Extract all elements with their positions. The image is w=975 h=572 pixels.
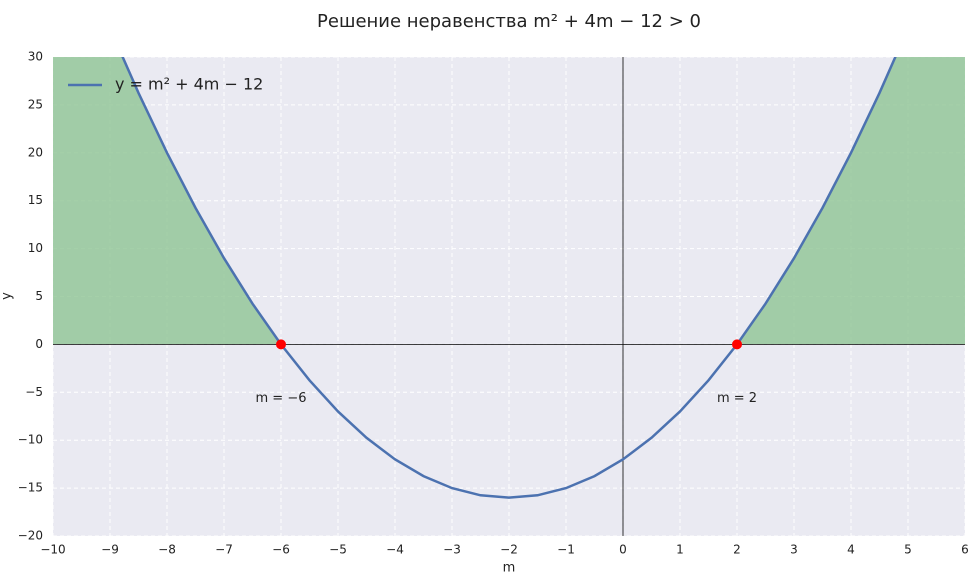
legend-label: y = m² + 4m − 12 xyxy=(115,75,263,94)
y-tick-label: −10 xyxy=(18,433,43,447)
solution-area xyxy=(737,57,965,345)
x-tick-label: 3 xyxy=(790,543,798,557)
root-point xyxy=(732,339,742,350)
x-tick-label: 2 xyxy=(733,543,741,557)
function-line xyxy=(121,57,897,499)
y-tick-label: 10 xyxy=(28,241,43,255)
chart-title: Решение неравенства m² + 4m − 12 > 0 xyxy=(317,11,701,32)
x-tick-label: −1 xyxy=(557,543,575,557)
x-tick-label: −10 xyxy=(40,543,65,557)
root-point xyxy=(276,339,286,350)
y-tick-label: 30 xyxy=(28,50,43,64)
solution-area xyxy=(53,57,281,345)
root-label: m = −6 xyxy=(256,391,307,406)
x-tick-label: −9 xyxy=(101,543,119,557)
y-axis-label: y xyxy=(0,292,15,300)
x-axis-label: m xyxy=(503,561,516,572)
y-tick-label: 0 xyxy=(35,337,43,351)
x-tick-label: −6 xyxy=(272,543,290,557)
x-tick-label: 6 xyxy=(961,543,969,557)
y-tick-label: 20 xyxy=(28,145,43,159)
x-tick-label: −3 xyxy=(443,543,461,557)
x-tick-label: 5 xyxy=(904,543,912,557)
x-tick-label: 4 xyxy=(847,543,855,557)
x-tick-label: −7 xyxy=(215,543,233,557)
y-tick-label: −5 xyxy=(25,385,43,399)
x-tick-label: −8 xyxy=(158,543,176,557)
x-tick-label: −4 xyxy=(386,543,404,557)
root-label: m = 2 xyxy=(717,391,757,406)
y-tick-label: −15 xyxy=(18,481,43,495)
x-tick-label: −2 xyxy=(500,543,518,557)
x-tick-label: 1 xyxy=(676,543,684,557)
x-tick-label: 0 xyxy=(619,543,627,557)
y-tick-label: −20 xyxy=(18,529,43,543)
x-tick-label: −5 xyxy=(329,543,347,557)
y-tick-label: 25 xyxy=(28,97,43,111)
y-tick-label: 5 xyxy=(35,289,43,303)
y-tick-label: 15 xyxy=(28,193,43,207)
